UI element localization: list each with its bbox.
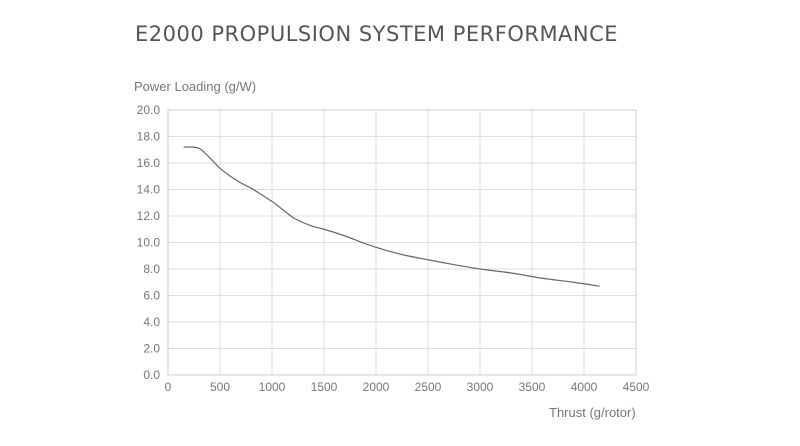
x-tick-label: 500 (210, 380, 230, 394)
x-ticks: 0 500 1000 1500 2000 2500 3000 3500 4000 4500 (165, 380, 650, 394)
x-tick-label: 0 (165, 380, 172, 394)
x-axis-label: Thrust (g/rotor) (549, 405, 636, 420)
grid-lines (168, 110, 636, 375)
x-tick-label: 2500 (415, 380, 442, 394)
y-tick-label: 16.0 (137, 156, 161, 170)
plot-frame (167, 109, 637, 376)
y-tick-label: 0.0 (143, 368, 160, 382)
y-tick-label: 20.0 (137, 103, 161, 117)
x-tick-label: 2000 (363, 380, 390, 394)
chart-title: E2000 PROPULSION SYSTEM PERFORMANCE (135, 22, 619, 46)
x-tick-label: 4000 (571, 380, 598, 394)
y-tick-label: 2.0 (143, 342, 160, 356)
x-tick-label: 1000 (259, 380, 286, 394)
y-tick-label: 4.0 (143, 315, 160, 329)
y-tick-label: 10.0 (137, 236, 161, 250)
y-ticks: 0.0 2.0 4.0 6.0 8.0 10.0 12.0 14.0 16.0 18.0 20.0 (137, 103, 161, 382)
x-tick-label: 4500 (623, 380, 650, 394)
y-tick-label: 6.0 (143, 289, 160, 303)
y-tick-label: 18.0 (137, 130, 161, 144)
x-tick-label: 3500 (519, 380, 546, 394)
y-axis-label: Power Loading (g/W) (134, 79, 257, 94)
y-tick-label: 14.0 (137, 183, 161, 197)
y-tick-label: 12.0 (137, 209, 161, 223)
x-tick-label: 3000 (467, 380, 494, 394)
series-line (183, 146, 600, 287)
series-group (183, 146, 600, 287)
x-tick-label: 1500 (311, 380, 338, 394)
y-tick-label: 8.0 (143, 262, 160, 276)
